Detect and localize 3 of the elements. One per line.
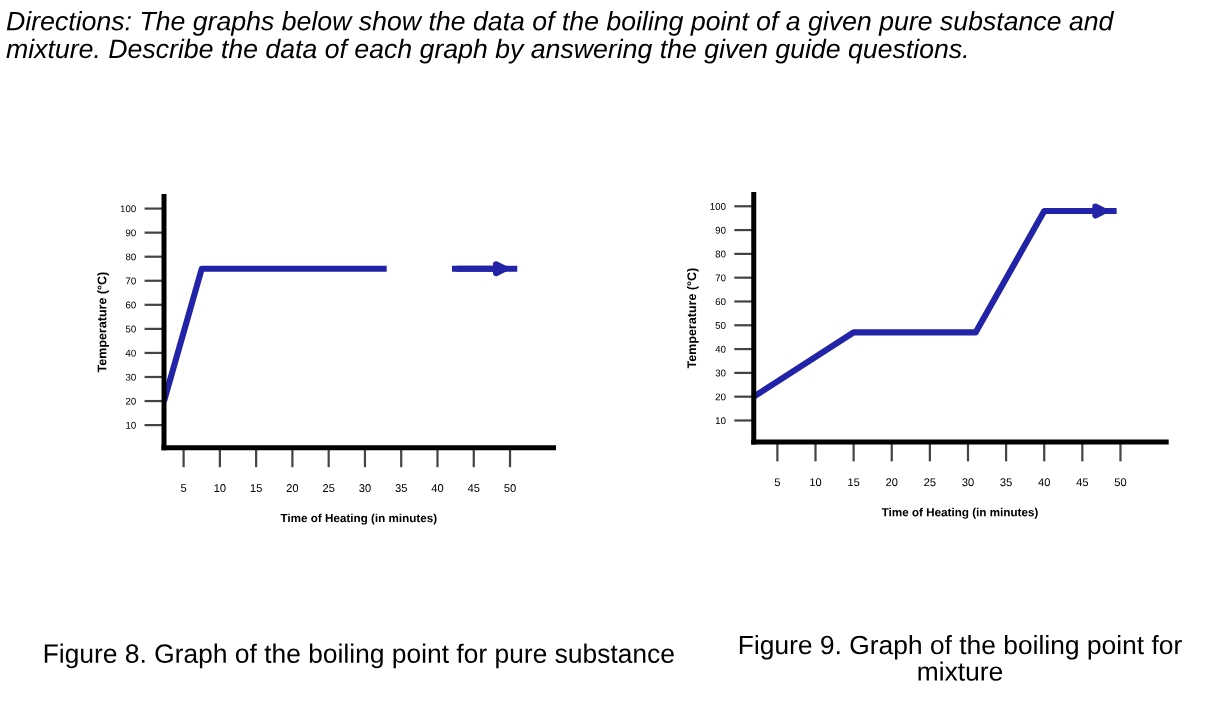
- text: Directions: The graphs below show the data of the boiling point of a given pure substance and mixture. Describe the data of each graph by answering the given guide questions.: [6, 10, 1115, 64]
- text: Figure 9. Graph of the boiling point for mixture: [739, 634, 1182, 681]
- text: Figure 8. Graph of the boiling point for pure substance: [44, 643, 674, 669]
